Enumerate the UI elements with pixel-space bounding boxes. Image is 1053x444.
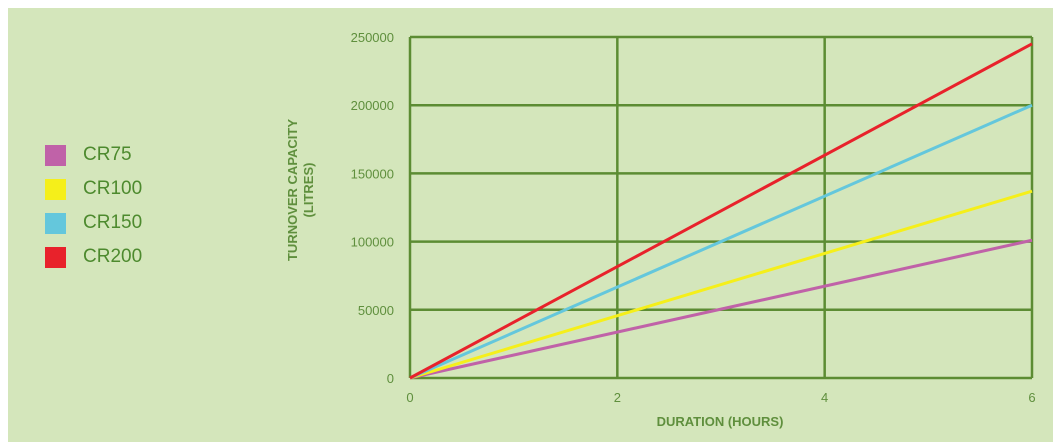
legend: CR75 CR100 CR150 CR200	[45, 143, 142, 279]
legend-item-0: CR75	[45, 143, 142, 167]
y-axis-title-line2: (LITRES)	[301, 163, 316, 218]
legend-label-2: CR150	[83, 212, 143, 233]
legend-label-0: CR75	[83, 144, 132, 165]
legend-item-1: CR100	[45, 177, 142, 201]
legend-swatch-0	[45, 144, 66, 166]
x-tick-labels: 0 2 4 6	[406, 390, 1035, 405]
grid	[408, 35, 1034, 380]
legend-label-3: CR200	[83, 246, 143, 267]
x-axis-title: DURATION (HOURS)	[657, 414, 784, 429]
legend-item-3: CR200	[45, 245, 142, 269]
legend-item-2: CR150	[45, 211, 142, 235]
y-tick-label-2: 100000	[351, 235, 394, 250]
series-line-cr75	[409, 238, 1033, 380]
x-tick-label-1: 2	[614, 390, 621, 405]
legend-swatch-3	[45, 246, 66, 268]
legend-swatch-2	[45, 212, 66, 234]
series-line-cr150	[409, 103, 1033, 380]
x-tick-label-0: 0	[406, 390, 413, 405]
series-lines	[409, 42, 1033, 380]
y-tick-labels: 0 50000 100000 150000 200000 250000	[351, 30, 394, 386]
x-tick-label-3: 6	[1028, 390, 1035, 405]
chart-panel	[8, 8, 1053, 442]
y-tick-label-4: 200000	[351, 98, 394, 113]
y-tick-label-3: 150000	[351, 166, 394, 181]
y-axis-title-line1: TURNOVER CAPACITY	[285, 119, 300, 261]
series-line-cr200	[409, 42, 1033, 380]
legend-label-1: CR100	[83, 178, 143, 199]
series-line-cr100	[409, 189, 1033, 380]
legend-swatch-1	[45, 178, 66, 200]
y-tick-label-0: 0	[387, 371, 394, 386]
y-tick-label-1: 50000	[358, 303, 394, 318]
x-tick-label-2: 4	[821, 390, 828, 405]
y-tick-label-5: 250000	[351, 30, 394, 45]
